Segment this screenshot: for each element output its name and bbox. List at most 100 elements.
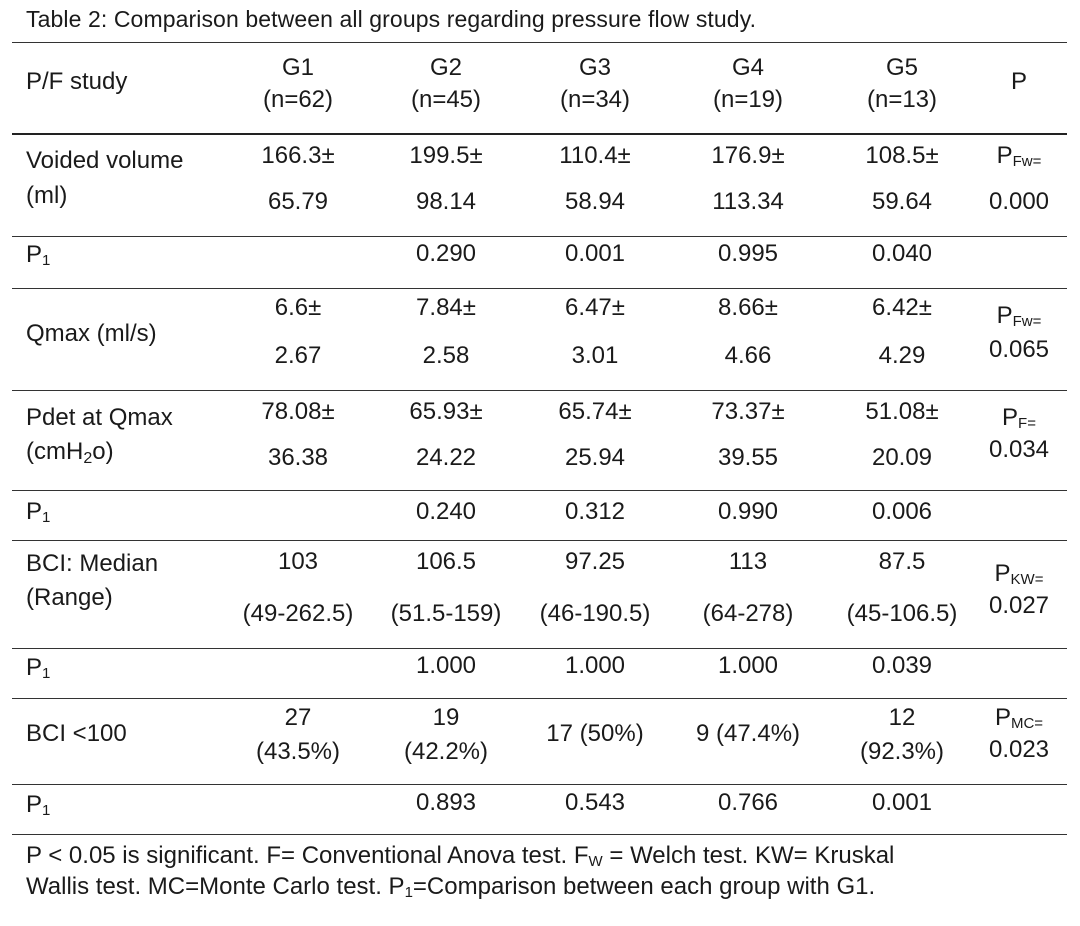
rule [12, 698, 1067, 699]
table-cell: 4.29 [878, 342, 926, 369]
header-group-name: G3 [578, 54, 612, 81]
row-label: Pdet at Qmax [26, 404, 173, 431]
table-cell: 176.9± [711, 142, 785, 169]
rule [12, 490, 1067, 491]
table-cell: 1.000 [717, 652, 779, 679]
table-cell: 78.08± [261, 398, 335, 425]
rule [12, 784, 1067, 785]
table-cell: 113 [728, 548, 768, 575]
p-value: 0.027 [988, 592, 1050, 619]
table-cell: 97.25 [564, 548, 626, 575]
p-test-label: PF= [1002, 404, 1036, 432]
p-value: 0.065 [988, 336, 1050, 363]
table-cell: 0.766 [717, 789, 779, 816]
footnote-line-2: Wallis test. MC=Monte Carlo test. P1=Com… [26, 873, 876, 901]
row-label: Voided volume [26, 147, 184, 174]
p-value: 0.023 [988, 736, 1050, 763]
table-cell: 65.79 [267, 188, 329, 215]
header-group-name: G4 [731, 54, 765, 81]
table-cell: 0.893 [415, 789, 477, 816]
table-cell: 27 [284, 704, 312, 731]
table-cell: 17 (50%) [546, 720, 644, 747]
table-cell: 7.84± [416, 294, 476, 321]
table-cell: 2.67 [274, 342, 322, 369]
header-group-n: (n=13) [866, 86, 938, 113]
table-cell: 65.93± [409, 398, 483, 425]
table-cell: 19 [432, 704, 460, 731]
row-label: (ml) [26, 182, 68, 209]
table-cell: 8.66± [718, 294, 778, 321]
table-title: Table 2: Comparison between all groups r… [26, 6, 757, 32]
table-cell: 51.08± [865, 398, 939, 425]
table-cell: 73.37± [711, 398, 785, 425]
table-cell: 6.42± [872, 294, 932, 321]
header-p: P [1010, 68, 1028, 95]
row-label: BCI <100 [26, 720, 127, 747]
header-group-name: G5 [885, 54, 919, 81]
p-value: 0.000 [988, 188, 1050, 215]
table-cell: 3.01 [571, 342, 619, 369]
table-cell: 36.38 [267, 444, 329, 471]
table-cell: 0.040 [871, 240, 933, 267]
table-cell: (46-190.5) [539, 600, 651, 627]
table-cell: (64-278) [702, 600, 794, 627]
table-cell: 103 [277, 548, 319, 575]
table-cell: 59.64 [871, 188, 933, 215]
rule [12, 236, 1067, 237]
header-group-n: (n=45) [410, 86, 482, 113]
table-cell: 65.74± [558, 398, 632, 425]
header-group-n: (n=19) [712, 86, 784, 113]
table-cell: 0.290 [415, 240, 477, 267]
table-cell: 106.5 [415, 548, 477, 575]
row-label: (cmH2o) [26, 438, 114, 467]
header-group-name: G2 [429, 54, 463, 81]
table-cell: (45-106.5) [846, 600, 958, 627]
table-cell: 108.5± [865, 142, 939, 169]
p-test-label: PKW= [994, 560, 1044, 588]
table-cell: 1.000 [564, 652, 626, 679]
table-cell: (43.5%) [255, 738, 341, 765]
table-cell: 9 (47.4%) [695, 720, 801, 747]
table-cell: 6.47± [565, 294, 625, 321]
p-value: 0.034 [988, 436, 1050, 463]
p-test-label: PFw= [996, 142, 1042, 170]
table-cell: 110.4± [559, 142, 631, 169]
table-cell: 58.94 [564, 188, 626, 215]
header-group-n: (n=62) [262, 86, 334, 113]
table-cell: 39.55 [717, 444, 779, 471]
table-cell: 87.5 [878, 548, 926, 575]
table-cell: 20.09 [871, 444, 933, 471]
p1-label: P1 [26, 791, 51, 819]
table-cell: 98.14 [415, 188, 477, 215]
p-test-label: PFw= [996, 302, 1042, 330]
p1-label: P1 [26, 654, 51, 682]
header-group-name: G1 [281, 54, 315, 81]
table-cell: 0.312 [564, 498, 626, 525]
table-cell: 24.22 [415, 444, 477, 471]
table-cell: 2.58 [422, 342, 470, 369]
rule-header [12, 133, 1067, 135]
rule [12, 288, 1067, 289]
table-cell: (51.5-159) [390, 600, 502, 627]
table-cell: 0.001 [871, 789, 933, 816]
table-cell: 12 [888, 704, 916, 731]
table-cell: 0.995 [717, 240, 779, 267]
table-cell: 199.5± [409, 142, 483, 169]
row-label: (Range) [26, 584, 113, 611]
footnote-line-1: P < 0.05 is significant. F= Conventional… [26, 842, 895, 870]
table-cell: 1.000 [415, 652, 477, 679]
p1-label: P1 [26, 498, 51, 526]
table-cell: 0.001 [564, 240, 626, 267]
rule [12, 648, 1067, 649]
table-cell: (92.3%) [859, 738, 945, 765]
rule [12, 540, 1067, 541]
table-cell: (49-262.5) [242, 600, 354, 627]
table-cell: 6.6± [274, 294, 322, 321]
p1-label: P1 [26, 241, 51, 269]
table-cell: 25.94 [564, 444, 626, 471]
table-cell: 0.006 [871, 498, 933, 525]
rule-top [12, 42, 1067, 43]
header-col0: P/F study [26, 68, 128, 95]
rule-bottom [12, 834, 1067, 835]
table-cell: 113.34 [712, 188, 784, 215]
